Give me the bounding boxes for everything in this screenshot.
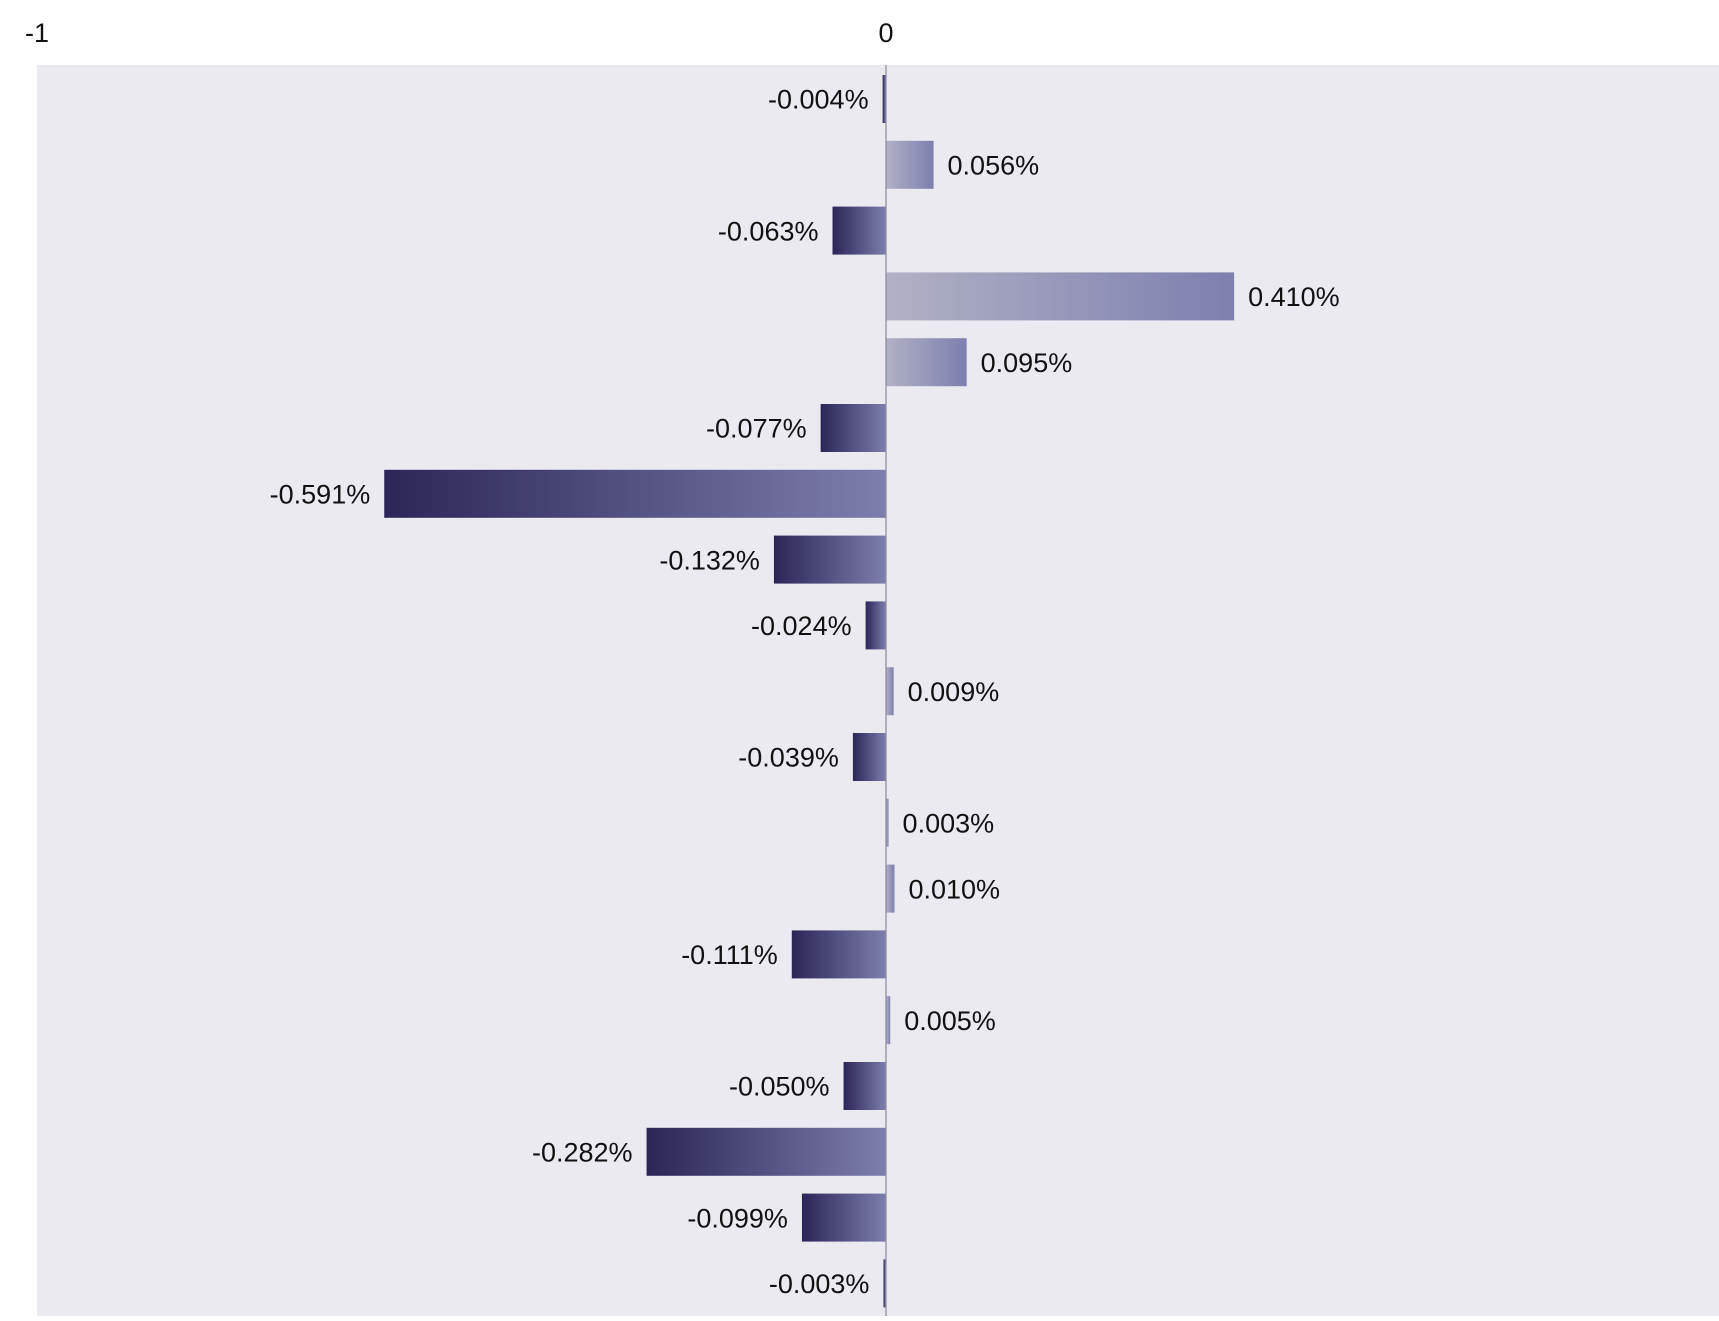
bar-value-label: -0.282%: [532, 1138, 633, 1168]
bar-value-label: -0.050%: [729, 1072, 830, 1102]
bar: [882, 75, 886, 123]
bars: [384, 75, 1235, 1308]
bar: [820, 404, 886, 452]
value-labels: -0.004% 0.056% -0.063% 0.410% 0.095% -0.077% -…: [270, 85, 1340, 1299]
bar-value-label: 0.010%: [908, 874, 1000, 904]
bar: [886, 338, 967, 387]
bar-value-label: -0.099%: [687, 1203, 788, 1233]
bar: [886, 140, 934, 189]
bar: [852, 733, 886, 781]
bar-value-label: -0.003%: [769, 1269, 870, 1299]
bar: [886, 798, 889, 847]
bar-value-label: -0.024%: [751, 611, 852, 641]
bar: [843, 1062, 886, 1110]
bar-value-label: 0.009%: [908, 677, 1000, 707]
bar: [773, 535, 886, 584]
bar-value-label: -0.063%: [718, 216, 819, 246]
bar: [886, 667, 894, 716]
x-axis-ticks: -1 0: [25, 18, 894, 48]
bar: [886, 996, 891, 1045]
bar-value-label: 0.095%: [981, 348, 1073, 378]
bar-value-label: -0.039%: [738, 743, 839, 773]
bar: [886, 864, 895, 913]
bar-value-label: 0.003%: [903, 809, 995, 839]
bar-value-label: 0.056%: [948, 151, 1040, 181]
bar: [646, 1127, 886, 1176]
bar-value-label: 0.410%: [1248, 282, 1340, 312]
bar-value-label: -0.111%: [681, 940, 778, 970]
bar-value-label: -0.132%: [659, 545, 760, 575]
bar-value-label: -0.004%: [768, 85, 869, 115]
x-tick-label: 0: [878, 18, 893, 48]
bar: [865, 601, 886, 650]
bar: [801, 1193, 886, 1242]
bar: [791, 930, 886, 979]
bar-value-label: -0.591%: [270, 480, 371, 510]
bar-value-label: 0.005%: [904, 1006, 996, 1036]
x-tick-label: -1: [25, 18, 49, 48]
bar: [832, 206, 886, 255]
bar: [384, 469, 886, 518]
bar: [886, 272, 1235, 321]
bar: [883, 1259, 886, 1308]
bar-value-label: -0.077%: [706, 414, 807, 444]
